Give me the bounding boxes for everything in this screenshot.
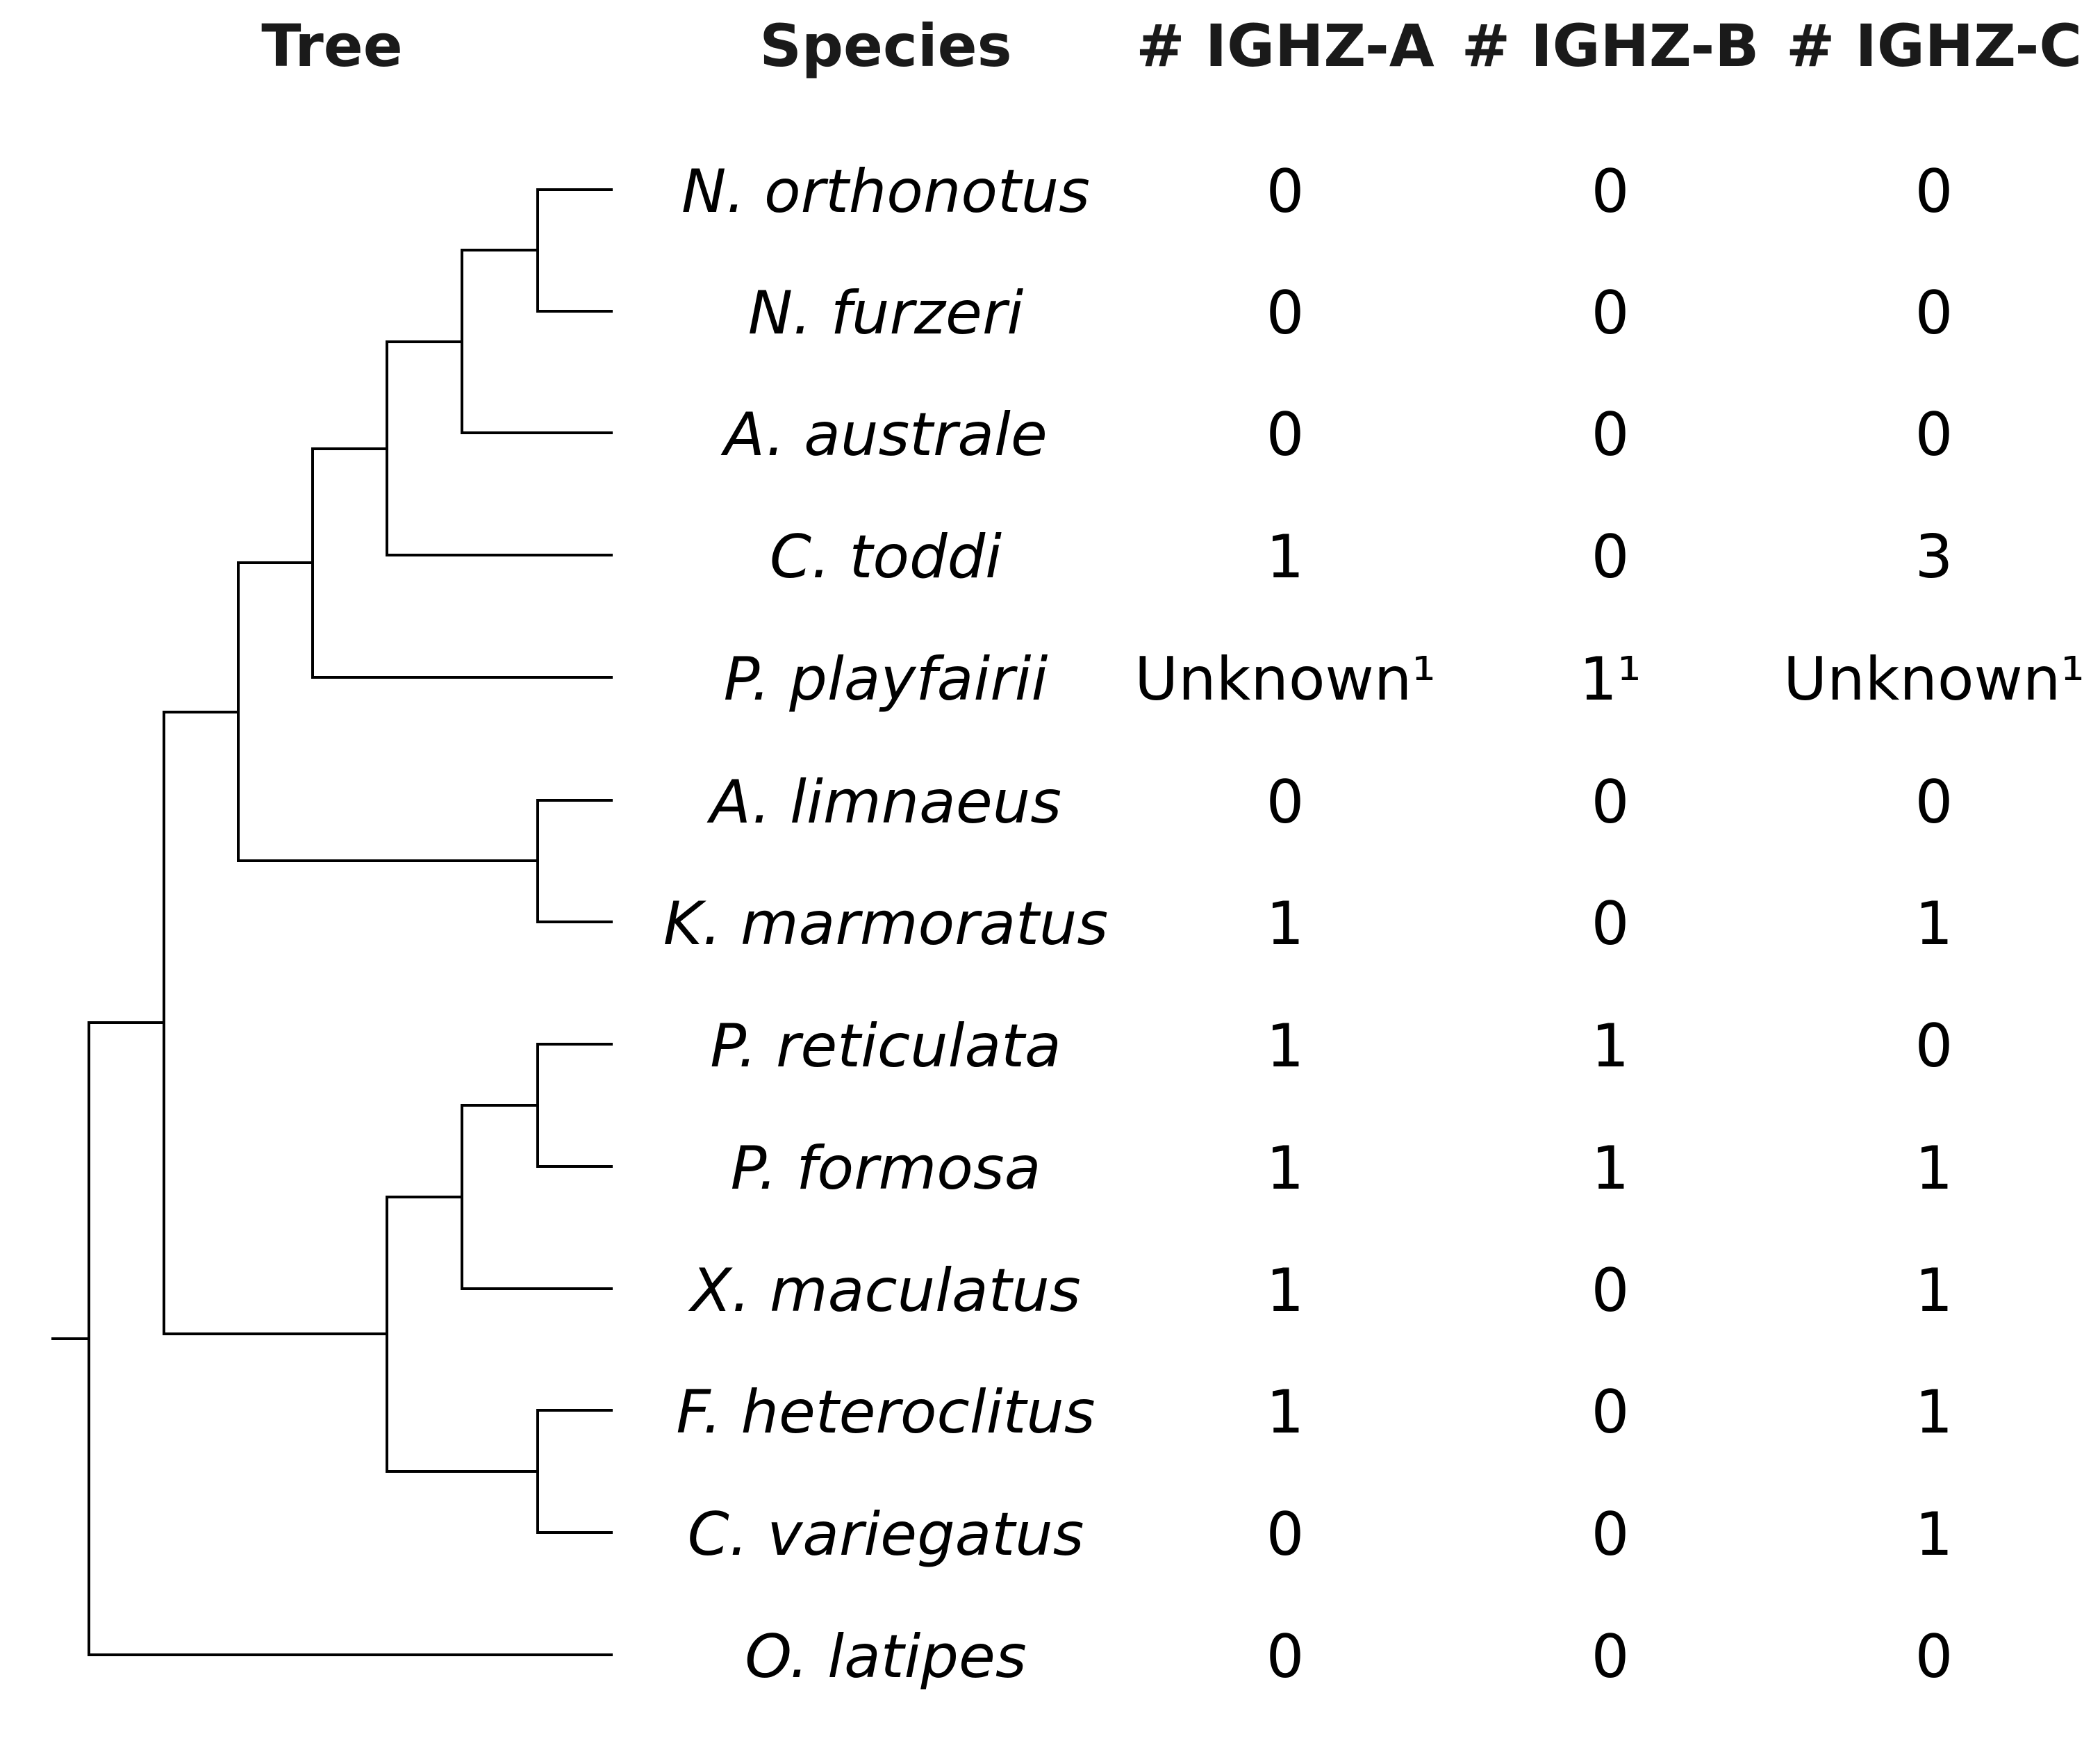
table-row: N. orthonotus 0 0 0	[681, 157, 1953, 226]
ighz-a-count: 0	[1266, 1622, 1305, 1692]
species-name: O. latipes	[745, 1622, 1026, 1692]
table-row: P. reticulata 1 1 0	[710, 1012, 1953, 1081]
ighz-a-count: 0	[1266, 1500, 1305, 1569]
ighz-b-count: 0	[1591, 1256, 1630, 1326]
table-row: K. marmoratus 1 0 1	[663, 889, 1953, 959]
ighz-c-count: 0	[1915, 157, 1953, 226]
header-ighz-a: # IGHZ-A	[1136, 12, 1434, 80]
ighz-a-count: 0	[1266, 157, 1305, 226]
table-row: X. maculatus 1 0 1	[688, 1256, 1953, 1326]
ighz-b-count: 0	[1591, 1378, 1630, 1447]
species-name: K. marmoratus	[663, 889, 1108, 959]
table-row: C. variegatus 0 0 1	[688, 1500, 1953, 1569]
ighz-c-count: 1	[1915, 1378, 1953, 1447]
ighz-c-count: 1	[1915, 889, 1953, 959]
species-name: A. limnaeus	[706, 768, 1061, 837]
ighz-a-count: 1	[1266, 1256, 1305, 1326]
table-row: C. toddi 1 0 3	[770, 522, 1953, 592]
ighz-a-count: Unknown¹	[1134, 645, 1436, 714]
species-name: P. reticulata	[710, 1012, 1061, 1081]
table-row: A. limnaeus 0 0 0	[706, 768, 1953, 837]
header-ighz-b: # IGHZ-B	[1462, 12, 1759, 80]
ighz-c-count: 1	[1915, 1500, 1953, 1569]
species-name: P. formosa	[731, 1134, 1041, 1203]
ighz-b-count: 0	[1591, 400, 1630, 470]
table-row: O. latipes 0 0 0	[745, 1622, 1953, 1692]
species-name: X. maculatus	[688, 1256, 1080, 1326]
species-name: F. heteroclitus	[676, 1378, 1095, 1447]
species-name: C. variegatus	[688, 1500, 1084, 1569]
species-name: P. playfairii	[724, 645, 1048, 714]
ighz-b-count: 0	[1591, 1500, 1630, 1569]
ighz-a-count: 1	[1266, 522, 1305, 592]
ighz-a-count: 0	[1266, 768, 1305, 837]
ighz-c-count: 3	[1915, 522, 1953, 592]
ighz-a-count: 0	[1266, 400, 1305, 470]
ighz-a-count: 1	[1266, 1012, 1305, 1081]
ighz-a-count: 1	[1266, 889, 1305, 959]
table-row: F. heteroclitus 1 0 1	[676, 1378, 1953, 1447]
table-row: A. australe 0 0 0	[720, 400, 1953, 470]
ighz-c-count: 1	[1915, 1256, 1953, 1326]
ighz-c-count: Unknown¹	[1783, 645, 2085, 714]
ighz-b-count: 1	[1591, 1134, 1630, 1203]
column-headers: Tree Species # IGHZ-A # IGHZ-B # IGHZ-C	[261, 12, 2082, 80]
species-name: C. toddi	[770, 522, 1002, 592]
species-name: N. furzeri	[748, 279, 1024, 348]
table-row: P. formosa 1 1 1	[731, 1134, 1953, 1203]
phylogenetic-tree	[51, 188, 613, 1656]
table-row: P. playfairii Unknown¹ 1¹ Unknown¹	[724, 645, 2085, 714]
header-ighz-c: # IGHZ-C	[1786, 12, 2082, 80]
table-row: N. furzeri 0 0 0	[748, 279, 1953, 348]
header-species: Species	[759, 12, 1011, 80]
ighz-a-count: 1	[1266, 1134, 1305, 1203]
ighz-a-count: 1	[1266, 1378, 1305, 1447]
data-table: N. orthonotus 0 0 0 N. furzeri 0 0 0 A. …	[663, 157, 2085, 1692]
ighz-b-count: 0	[1591, 157, 1630, 226]
ighz-c-count: 0	[1915, 279, 1953, 348]
ighz-c-count: 0	[1915, 400, 1953, 470]
ighz-c-count: 0	[1915, 768, 1953, 837]
ighz-b-count: 0	[1591, 889, 1630, 959]
ighz-c-count: 0	[1915, 1012, 1953, 1081]
ighz-b-count: 0	[1591, 1622, 1630, 1692]
ighz-b-count: 0	[1591, 768, 1630, 837]
species-name: A. australe	[720, 400, 1048, 470]
ighz-c-count: 0	[1915, 1622, 1953, 1692]
ighz-b-count: 0	[1591, 522, 1630, 592]
ighz-c-count: 1	[1915, 1134, 1953, 1203]
ighz-b-count: 0	[1591, 279, 1630, 348]
ighz-a-count: 0	[1266, 279, 1305, 348]
ighz-b-count: 1¹	[1579, 645, 1641, 714]
species-name: N. orthonotus	[681, 157, 1090, 226]
ighz-b-count: 1	[1591, 1012, 1630, 1081]
header-tree: Tree	[261, 12, 402, 80]
